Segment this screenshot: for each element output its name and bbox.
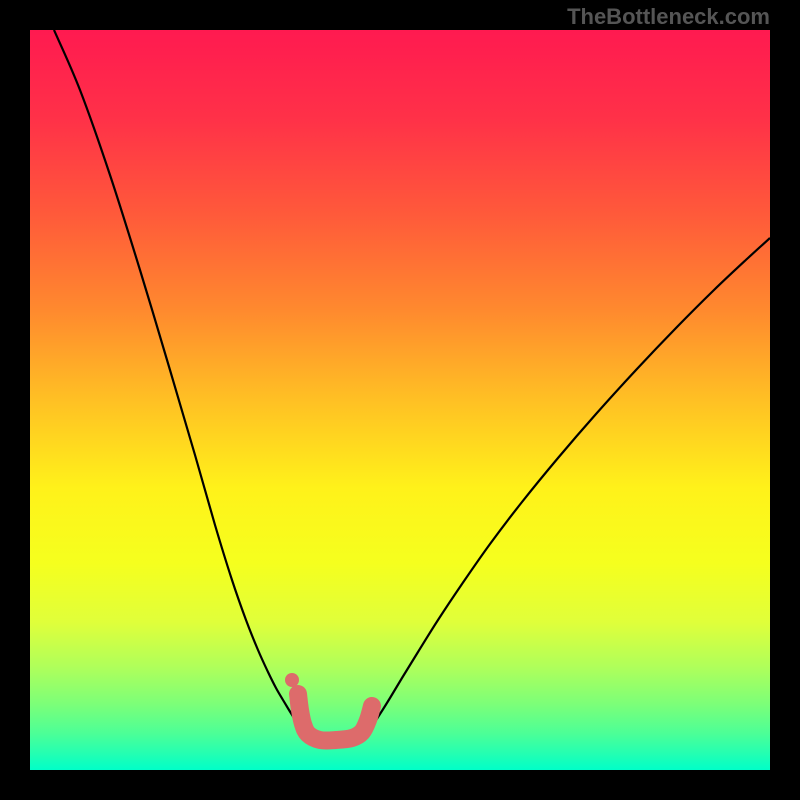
bottleneck-curve-right (372, 238, 770, 726)
chart-overlay (30, 30, 770, 770)
sweet-spot-marker (298, 694, 372, 741)
watermark-text: TheBottleneck.com (567, 4, 770, 30)
bottleneck-curve-left (54, 30, 299, 726)
marker-dot (285, 673, 299, 687)
plot-area (30, 30, 770, 770)
